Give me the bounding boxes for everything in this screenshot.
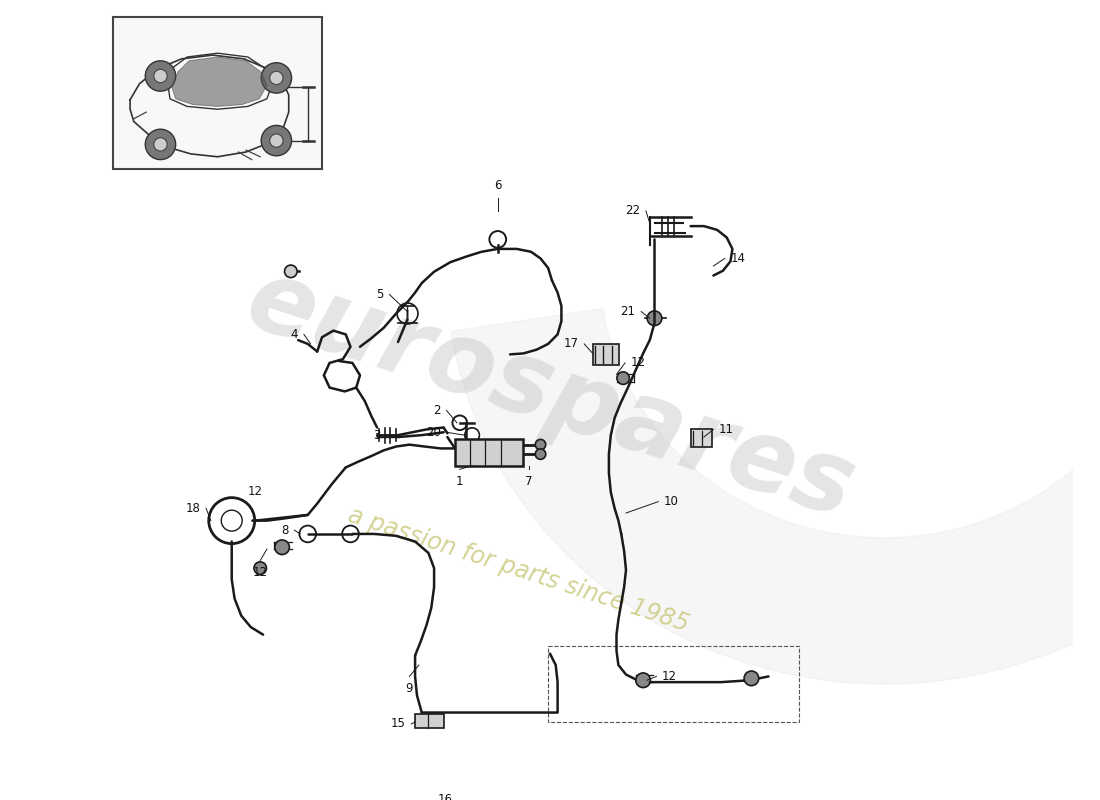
Bar bbox=[415, 714, 443, 728]
Text: 16: 16 bbox=[438, 794, 453, 800]
Text: 17: 17 bbox=[563, 338, 579, 350]
Text: 11: 11 bbox=[719, 423, 734, 436]
Text: 18: 18 bbox=[186, 502, 200, 514]
Circle shape bbox=[536, 449, 546, 459]
Text: 2: 2 bbox=[433, 404, 441, 417]
Circle shape bbox=[154, 138, 167, 151]
Text: 21: 21 bbox=[620, 305, 636, 318]
Polygon shape bbox=[172, 57, 267, 106]
Text: 8: 8 bbox=[282, 524, 288, 537]
Circle shape bbox=[270, 71, 283, 85]
Text: 20: 20 bbox=[426, 426, 441, 438]
Circle shape bbox=[285, 265, 297, 278]
Polygon shape bbox=[451, 309, 1100, 684]
Circle shape bbox=[647, 311, 662, 326]
Text: 14: 14 bbox=[730, 252, 746, 265]
Circle shape bbox=[617, 372, 629, 384]
Text: 12: 12 bbox=[630, 357, 646, 370]
Bar bbox=[548, 646, 799, 722]
Circle shape bbox=[145, 61, 176, 91]
Bar bbox=[593, 344, 619, 365]
Text: 4: 4 bbox=[290, 328, 298, 341]
Circle shape bbox=[636, 673, 650, 687]
Text: 22: 22 bbox=[625, 205, 640, 218]
Bar bbox=[691, 430, 712, 446]
Text: 12: 12 bbox=[248, 485, 263, 498]
Circle shape bbox=[275, 540, 289, 554]
Circle shape bbox=[270, 134, 283, 147]
Text: a passion for parts since 1985: a passion for parts since 1985 bbox=[345, 503, 692, 637]
Text: 5: 5 bbox=[376, 288, 384, 301]
Text: 6: 6 bbox=[494, 179, 502, 192]
Text: 12: 12 bbox=[662, 670, 678, 683]
Text: 3: 3 bbox=[374, 429, 381, 442]
Text: eurospares: eurospares bbox=[234, 251, 866, 539]
Text: 9: 9 bbox=[406, 682, 414, 695]
Text: 1: 1 bbox=[456, 475, 463, 488]
Text: 15: 15 bbox=[390, 718, 406, 730]
Circle shape bbox=[261, 126, 292, 156]
Bar bbox=[113, 17, 322, 169]
Circle shape bbox=[154, 70, 167, 82]
Bar bbox=[450, 771, 475, 785]
Text: 10: 10 bbox=[664, 495, 679, 508]
Text: 12: 12 bbox=[253, 566, 267, 579]
Bar bbox=[455, 439, 524, 466]
Circle shape bbox=[744, 671, 759, 686]
Circle shape bbox=[254, 562, 266, 574]
Text: 7: 7 bbox=[526, 475, 532, 488]
Circle shape bbox=[536, 439, 546, 450]
Circle shape bbox=[261, 62, 292, 93]
Circle shape bbox=[145, 130, 176, 160]
